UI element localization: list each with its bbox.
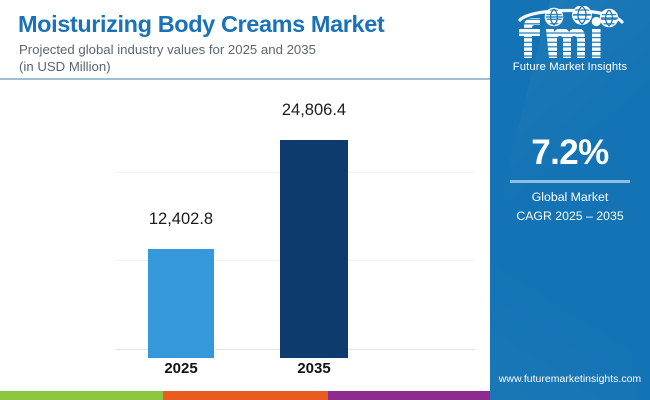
stripe-segment-green xyxy=(0,391,163,400)
fmi-logo[interactable]: Future Market Insights xyxy=(490,6,650,82)
bar-value-2025: 12,402.8 xyxy=(148,210,214,228)
content-panel: Moisturizing Body Creams Market Projecte… xyxy=(0,11,490,400)
bar-2025[interactable] xyxy=(148,249,214,358)
category-label-2035: 2035 xyxy=(297,360,331,377)
fmi-logo-tagline: Future Market Insights xyxy=(512,61,628,73)
brand-sidebar: Future Market Insights 7.2% Global Marke… xyxy=(490,0,650,400)
cagr-caption: Global Market CAGR 2025 – 2035 xyxy=(516,190,624,223)
category-label-2025: 2025 xyxy=(164,360,198,377)
bar-value-2035: 24,806.4 xyxy=(281,101,347,119)
stripe-segment-orange xyxy=(163,391,328,400)
page-subtitle: Projected global industry values for 202… xyxy=(19,42,316,74)
cagr-value: 7.2% xyxy=(531,133,609,172)
cagr-divider xyxy=(510,180,630,183)
website-url[interactable]: www.futuremarketinsights.com xyxy=(498,373,642,385)
header-divider xyxy=(0,78,490,80)
fmi-logo-icon xyxy=(518,6,624,58)
page-title: Moisturizing Body Creams Market xyxy=(18,11,385,37)
footer-color-stripe xyxy=(0,391,490,400)
bar-chart: 12,402.8 24,806.4 xyxy=(0,88,490,358)
stripe-segment-purple xyxy=(328,391,490,400)
bar-2035[interactable] xyxy=(280,140,348,358)
